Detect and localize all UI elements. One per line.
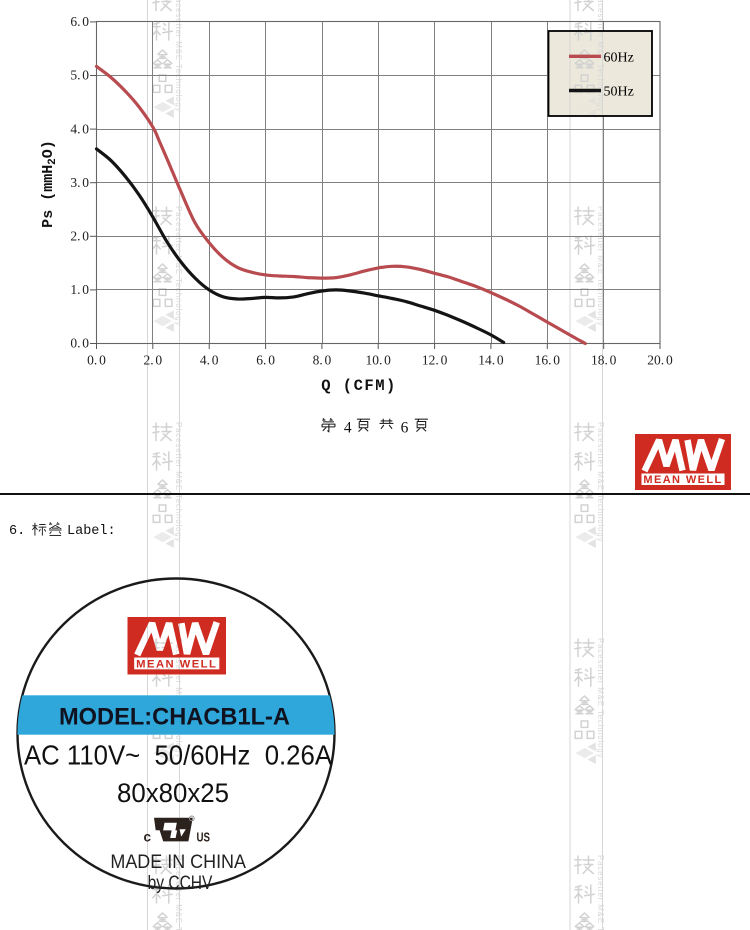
svg-text:Label:: Label:: [67, 524, 116, 539]
svg-text:5.0: 5. 0: [70, 68, 89, 83]
svg-text:0.0: 0. 0: [70, 336, 89, 351]
svg-text:60Hz: 60Hz: [604, 50, 634, 65]
svg-text:80x80x25: 80x80x25: [117, 778, 229, 808]
svg-text:6: 6: [401, 419, 409, 436]
svg-text:16.0: 16. 0: [535, 353, 561, 368]
svg-text:18.0: 18. 0: [591, 353, 617, 368]
svg-text:50Hz: 50Hz: [604, 85, 634, 100]
svg-text:10.0: 10. 0: [365, 353, 391, 368]
svg-text:6.0: 6. 0: [70, 14, 89, 29]
svg-text:MADE IN CHINA: MADE IN CHINA: [110, 851, 246, 873]
svg-text:6.: 6.: [9, 524, 25, 539]
svg-text:8.0: 8. 0: [313, 353, 332, 368]
svg-text:12.0: 12. 0: [422, 353, 448, 368]
svg-text:US: US: [197, 830, 211, 844]
svg-text:MODEL:CHACB1L-A: MODEL:CHACB1L-A: [59, 703, 290, 730]
svg-text:by CCHV: by CCHV: [148, 873, 213, 894]
svg-text:2.0: 2. 0: [70, 229, 89, 244]
svg-text:3.0: 3. 0: [70, 175, 89, 190]
svg-text:4.0: 4. 0: [200, 353, 219, 368]
svg-text:4.0: 4. 0: [70, 121, 89, 136]
svg-text:AC 110V~ 50/60Hz 0.26A: AC 110V~ 50/60Hz 0.26A: [24, 740, 333, 771]
svg-text:0.0: 0. 0: [87, 353, 106, 368]
svg-text:Q (CFM): Q (CFM): [321, 377, 397, 395]
svg-text:4: 4: [344, 419, 352, 436]
svg-text:1.0: 1. 0: [70, 282, 89, 297]
svg-text:6.0: 6. 0: [256, 353, 275, 368]
svg-text:Ps (mmH2O): Ps (mmH2O): [40, 140, 59, 228]
svg-text:c: c: [144, 829, 152, 844]
svg-text:2.0: 2. 0: [143, 353, 162, 368]
svg-text:20.0: 20. 0: [647, 353, 673, 368]
svg-text:14.0: 14. 0: [478, 353, 504, 368]
